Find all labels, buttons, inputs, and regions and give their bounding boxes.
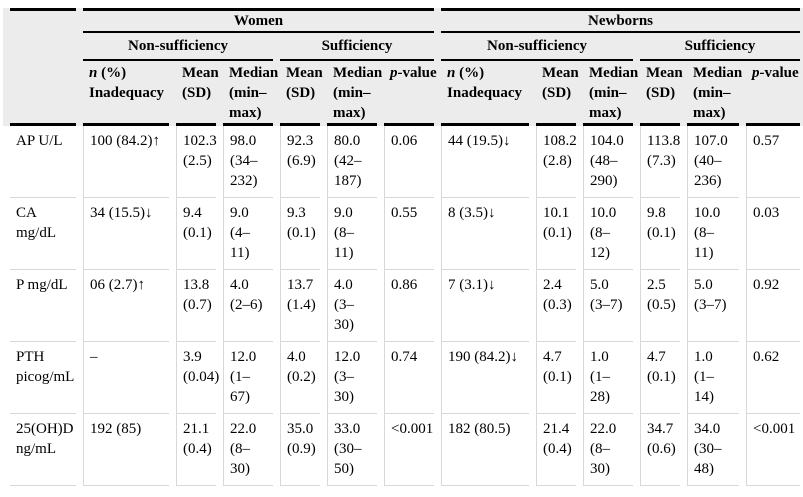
data-cell: 192 (85): [83, 414, 169, 486]
col-header-n-inadequacy-women: n (%) Inadequacy: [83, 61, 169, 126]
data-cell: 0.92: [746, 270, 801, 342]
data-cell: 92.3 (6.9): [280, 126, 320, 198]
data-cell: 5.0 (3–7): [687, 270, 740, 342]
col-header-mean-sd-newborns-nonsuff: Mean (SD): [536, 61, 579, 126]
data-cell: <0.001: [384, 414, 435, 486]
row-label: CA mg/dL: [10, 198, 76, 270]
subgroup-header-sufficiency-newborns: Sufficiency: [640, 33, 801, 61]
data-cell: 9.0 (8–11): [327, 198, 377, 270]
data-cell: 10.0 (8–11): [687, 198, 740, 270]
row-label: P mg/dL: [10, 270, 76, 342]
data-cell: 0.74: [384, 342, 435, 414]
col-header-mean-sd-women-nonsuff: Mean (SD): [176, 61, 219, 126]
header-corner-cell: [10, 8, 76, 33]
subgroup-header-sufficiency-women: Sufficiency: [280, 33, 435, 61]
data-cell: 2.4 (0.3): [536, 270, 577, 342]
data-cell: –: [83, 342, 169, 414]
data-cell: 21.1 (0.4): [176, 414, 216, 486]
data-cell: 9.4 (0.1): [176, 198, 216, 270]
data-cell: 21.4 (0.4): [536, 414, 577, 486]
data-cell: 3.9 (0.04): [176, 342, 219, 414]
col-header-median-women-suff: Median (min–max): [327, 61, 382, 126]
p-symbol: p: [752, 65, 760, 81]
n-symbol: n: [89, 65, 98, 81]
header-spacer-cell: [10, 61, 76, 126]
column-header-row: n (%) Inadequacy Mean (SD) Median (min–m…: [10, 61, 801, 126]
data-cell: 100 (84.2)↑: [83, 126, 169, 198]
data-cell: 9.0 (4–11): [223, 198, 273, 270]
col-header-median-newborns-suff: Median (min–max): [687, 61, 742, 126]
data-cell: 13.7 (1.4): [280, 270, 320, 342]
data-cell: 10.0 (8–12): [583, 198, 634, 270]
data-cell: 4.7 (0.1): [536, 342, 577, 414]
group-header-newborns: Newborns: [441, 8, 801, 33]
row-label: PTH picog/mL: [10, 342, 76, 414]
data-cell: <0.001: [746, 414, 801, 486]
table-row-ca: CA mg/dL 34 (15.5)↓ 9.4 (0.1) 9.0 (4–11)…: [10, 198, 801, 270]
col-header-p-value-newborns: p-value: [746, 61, 801, 126]
data-cell: 98.0 (34–232): [223, 126, 273, 198]
col-header-mean-sd-newborns-suff: Mean (SD): [640, 61, 683, 126]
data-cell: 4.0 (2–6): [223, 270, 273, 342]
data-cell: 9.3 (0.1): [280, 198, 320, 270]
col-header-n-inadequacy-newborns: n (%) Inadequacy: [441, 61, 530, 126]
data-cell: 0.57: [746, 126, 801, 198]
col-header-mean-sd-women-suff: Mean (SD): [280, 61, 323, 126]
subgroup-header-nonsufficiency-women: Non-sufficiency: [83, 33, 273, 61]
data-cell: 0.03: [746, 198, 801, 270]
data-cell: 5.0 (3–7): [583, 270, 634, 342]
vitamin-d-status-table: Women Newborns Non-sufficiency Sufficien…: [3, 8, 803, 486]
data-cell: 7 (3.1)↓: [441, 270, 530, 342]
data-cell: 34 (15.5)↓: [83, 198, 169, 270]
data-cell: 13.8 (0.7): [176, 270, 216, 342]
table-row-ap-ul: AP U/L 100 (84.2)↑ 102.3 (2.5) 98.0 (34–…: [10, 126, 801, 198]
row-label: AP U/L: [10, 126, 76, 198]
table-row-25ohd: 25(OH)D ng/mL 192 (85) 21.1 (0.4) 22.0 (…: [10, 414, 801, 486]
data-cell: 1.0 (1–28): [583, 342, 634, 414]
header-spacer-cell: [10, 33, 76, 61]
col-header-p-value-women: p-value: [384, 61, 437, 126]
data-cell: 0.62: [746, 342, 801, 414]
data-cell: 44 (19.5)↓: [441, 126, 530, 198]
data-cell: 35.0 (0.9): [280, 414, 320, 486]
row-label: 25(OH)D ng/mL: [10, 414, 76, 486]
data-cell: 10.1 (0.1): [536, 198, 577, 270]
data-cell: 108.2 (2.8): [536, 126, 577, 198]
data-cell: 0.55: [384, 198, 435, 270]
group-header-women: Women: [83, 8, 435, 33]
data-cell: 22.0 (8–30): [583, 414, 634, 486]
data-cell: 0.86: [384, 270, 435, 342]
data-cell: 190 (84.2)↓: [441, 342, 530, 414]
table-row-p: P mg/dL 06 (2.7)↑ 13.8 (0.7) 4.0 (2–6) 1…: [10, 270, 801, 342]
data-cell: 4.0 (3–30): [327, 270, 377, 342]
data-cell: 33.0 (30–50): [327, 414, 377, 486]
data-cell: 9.8 (0.1): [640, 198, 681, 270]
data-cell: 22.0 (8–30): [223, 414, 273, 486]
data-cell: 12.0 (1–67): [223, 342, 273, 414]
data-cell: 102.3 (2.5): [176, 126, 217, 198]
n-symbol: n: [447, 65, 456, 81]
group-header-row: Women Newborns: [10, 8, 801, 33]
data-cell: 8 (3.5)↓: [441, 198, 530, 270]
data-cell: 34.0 (30–48): [687, 414, 740, 486]
data-cell: 06 (2.7)↑: [83, 270, 169, 342]
data-cell: 4.7 (0.1): [640, 342, 681, 414]
data-cell: 34.7 (0.6): [640, 414, 681, 486]
data-cell: 182 (80.5): [441, 414, 530, 486]
data-cell: 0.06: [384, 126, 435, 198]
data-cell: 107.0 (40–236): [687, 126, 740, 198]
col-header-median-women-nonsuff: Median (min–max): [223, 61, 278, 126]
data-cell: 1.0 (1–14): [687, 342, 740, 414]
data-cell: 2.5 (0.5): [640, 270, 681, 342]
data-cell: 104.0 (48–290): [583, 126, 634, 198]
subgroup-header-row: Non-sufficiency Sufficiency Non-sufficie…: [10, 33, 801, 61]
data-cell: 80.0 (42–187): [327, 126, 377, 198]
data-cell: 4.0 (0.2): [280, 342, 320, 414]
data-cell: 113.8 (7.3): [640, 126, 680, 198]
data-cell: 12.0 (3–30): [327, 342, 377, 414]
p-symbol: p: [390, 65, 398, 81]
subgroup-header-nonsufficiency-newborns: Non-sufficiency: [441, 33, 634, 61]
table-row-pth: PTH picog/mL – 3.9 (0.04) 12.0 (1–67) 4.…: [10, 342, 801, 414]
col-header-median-newborns-nonsuff: Median (min–max): [583, 61, 638, 126]
